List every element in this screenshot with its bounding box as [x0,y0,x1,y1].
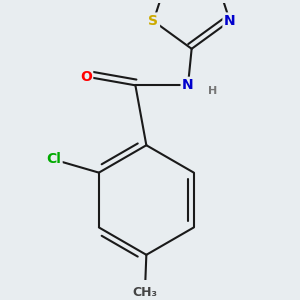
Text: Cl: Cl [46,152,61,167]
Text: CH₃: CH₃ [132,286,158,299]
Text: H: H [208,86,218,96]
Text: N: N [182,78,194,92]
Text: N: N [224,14,236,28]
Text: O: O [80,70,92,84]
Text: S: S [148,14,158,28]
